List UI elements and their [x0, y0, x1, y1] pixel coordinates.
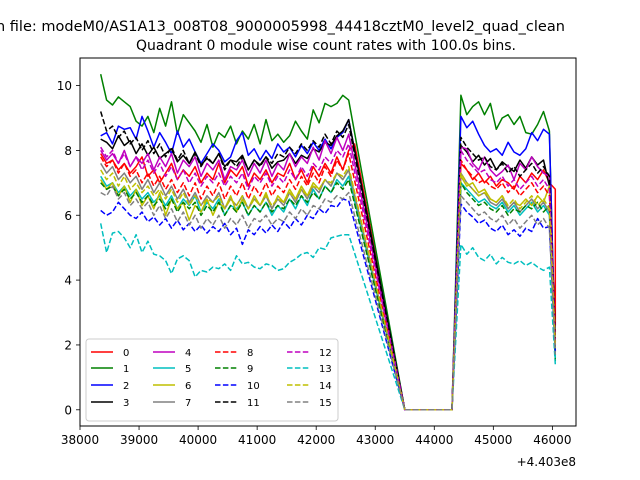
legend-label-11: 11 — [247, 398, 260, 409]
legend-label-0: 0 — [123, 348, 129, 359]
series-line-13 — [99, 223, 557, 411]
x-tick-label: 45000 — [474, 433, 512, 447]
x-offset-label: +4.403e8 — [517, 455, 576, 469]
x-tick-label: 46000 — [533, 433, 571, 447]
y-tick-label: 6 — [64, 209, 72, 223]
axis-layer: 38000 39000 40000 41000 42000 43000 44000 45000… — [57, 79, 572, 447]
plot-frame — [79, 57, 577, 427]
legend-label-3: 3 — [123, 398, 129, 409]
series-line-10 — [100, 198, 557, 411]
x-tick-label: 42000 — [297, 433, 335, 447]
series-layer — [99, 74, 557, 411]
legend-label-4: 4 — [185, 348, 191, 359]
y-tick-label: 8 — [64, 144, 72, 158]
legend-label-14: 14 — [319, 381, 332, 392]
x-tick-label: 43000 — [356, 433, 394, 447]
legend-label-7: 7 — [185, 398, 191, 409]
series-line-15 — [100, 185, 557, 411]
legend-label-5: 5 — [185, 364, 191, 375]
legend-label-8: 8 — [247, 348, 253, 359]
legend-label-2: 2 — [123, 381, 129, 392]
series-line-14 — [100, 165, 557, 411]
x-tick-label: 40000 — [179, 433, 217, 447]
series-line-11 — [99, 111, 557, 411]
series-line-6 — [100, 169, 557, 411]
series-line-1 — [99, 74, 557, 411]
x-tick-label: 38000 — [61, 433, 99, 447]
chart-title: Quadrant 0 module wise count rates with … — [136, 38, 516, 54]
y-tick-label: 0 — [64, 403, 72, 417]
legend-box — [85, 338, 339, 422]
y-tick-label: 4 — [64, 274, 72, 288]
series-line-2 — [100, 115, 557, 411]
y-tick-label: 2 — [64, 338, 72, 352]
legend-label-10: 10 — [247, 381, 260, 392]
y-tick-label: 10 — [57, 79, 72, 93]
series-line-8 — [100, 152, 557, 411]
legend-label-1: 1 — [123, 364, 129, 375]
series-line-4 — [100, 133, 557, 411]
legend-label-6: 6 — [185, 381, 191, 392]
x-tick-label: 39000 — [120, 433, 158, 447]
figure-suptitle: n file: modeM0/AS1A13_008T08_9000005998_… — [0, 19, 565, 35]
legend-label-12: 12 — [319, 348, 332, 359]
legend-label-15: 15 — [319, 398, 332, 409]
legend-label-9: 9 — [247, 364, 253, 375]
series-line-0 — [100, 143, 557, 411]
series-line-9 — [100, 178, 557, 411]
series-line-7 — [100, 163, 557, 411]
x-tick-label: 44000 — [415, 433, 453, 447]
x-tick-label: 41000 — [238, 433, 276, 447]
legend-label-13: 13 — [319, 364, 332, 375]
series-line-12 — [100, 143, 557, 411]
